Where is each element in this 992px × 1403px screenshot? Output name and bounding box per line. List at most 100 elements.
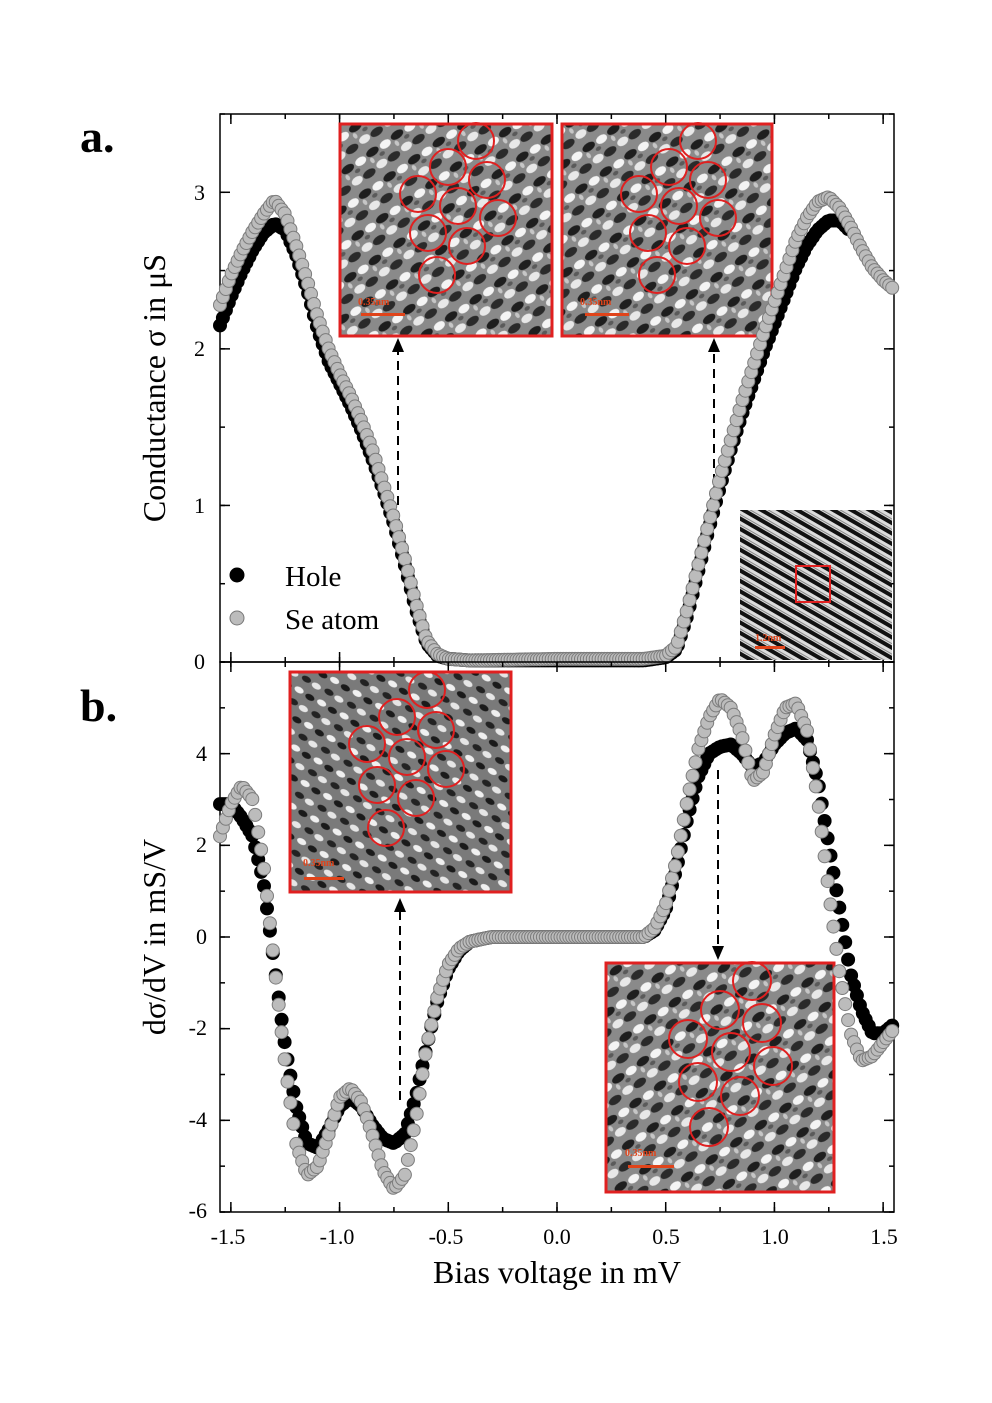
data-point-se-atom — [700, 522, 715, 536]
data-point-se-atom — [885, 1024, 900, 1038]
data-point-se-atom — [820, 874, 835, 889]
data-point-se-atom — [805, 760, 820, 775]
data-point-se-atom — [706, 498, 721, 513]
plot-b-xtick-labels: -1.5 -1.0 -0.5 0.0 0.5 1.0 1.5 — [211, 1224, 898, 1249]
data-point-hole — [841, 952, 856, 967]
data-point-se-atom — [832, 964, 847, 979]
data-point-se-atom — [412, 1086, 427, 1101]
data-point-se-atom — [421, 1031, 436, 1046]
data-point-se-atom — [814, 824, 829, 839]
data-point-se-atom — [826, 919, 841, 934]
data-point-se-atom — [248, 807, 263, 822]
arrow-b-right — [712, 770, 724, 960]
data-point-se-atom — [265, 943, 280, 958]
data-point-se-atom — [268, 970, 283, 985]
panel-b: b. -6 -4 -2 0 2 4 -1.5 -1.0 -0.5 0.0 0.5… — [80, 661, 900, 1290]
data-point-se-atom — [257, 861, 271, 876]
b-xtick-label: 0.5 — [652, 1224, 680, 1249]
data-point-se-atom — [659, 896, 674, 911]
data-point-se-atom — [841, 1013, 856, 1028]
data-point-se-atom — [823, 897, 838, 912]
data-point-hole — [829, 883, 844, 898]
data-point-se-atom — [803, 742, 817, 757]
legend-marker-hole — [229, 567, 245, 583]
data-point-se-atom — [283, 1095, 298, 1110]
b-xtick-label: 1.0 — [761, 1224, 789, 1249]
b-ytick-label: -4 — [189, 1107, 207, 1132]
legend: Hole Se atom — [229, 561, 380, 636]
plot-b-data — [213, 693, 900, 1195]
data-point-se-atom — [251, 825, 266, 840]
data-point-se-atom — [741, 755, 756, 770]
b-y-axis-title: dσ/dV in mS/V — [136, 839, 172, 1035]
a-ytick-label: 1 — [194, 493, 205, 518]
panel-a-letter: a. — [80, 111, 115, 162]
data-point-se-atom — [694, 545, 709, 560]
legend-label-hole: Hole — [285, 561, 341, 593]
data-point-se-atom — [688, 755, 703, 770]
data-point-se-atom — [682, 593, 697, 607]
data-point-se-atom — [691, 557, 706, 572]
data-point-se-atom — [738, 743, 753, 758]
data-point-se-atom — [415, 1067, 430, 1082]
data-point-se-atom — [662, 883, 677, 898]
data-point-se-atom — [682, 782, 697, 797]
inset-scale-label: 0.35nm — [625, 1148, 657, 1159]
data-point-se-atom — [835, 981, 850, 995]
data-point-se-atom — [838, 997, 853, 1012]
b-xtick-label: 1.5 — [870, 1224, 898, 1249]
data-point-se-atom — [427, 1004, 442, 1019]
data-point-se-atom — [400, 1152, 415, 1167]
data-point-se-atom — [406, 1123, 421, 1138]
arrow-a-right — [708, 338, 720, 528]
data-point-se-atom — [418, 1047, 433, 1062]
inset-overview-scale-label: 1.2nm — [755, 633, 782, 644]
data-point-se-atom — [829, 941, 844, 956]
arrow-b-left — [394, 898, 406, 1100]
data-point-se-atom — [688, 569, 703, 584]
data-point-se-atom — [703, 510, 718, 525]
data-point-se-atom — [245, 792, 260, 807]
data-point-se-atom — [800, 723, 814, 738]
data-point-se-atom — [735, 731, 750, 746]
data-point-se-atom — [676, 812, 691, 827]
data-point-hole — [274, 1012, 289, 1027]
data-point-hole — [260, 901, 274, 916]
b-xtick-label: -1.0 — [320, 1224, 355, 1249]
data-point-se-atom — [668, 859, 682, 873]
data-point-se-atom — [679, 796, 694, 811]
data-point-se-atom — [254, 842, 269, 857]
inset-scale-label: 0.35nm — [580, 297, 612, 308]
data-point-se-atom — [811, 799, 826, 814]
b-xtick-label: -0.5 — [429, 1224, 464, 1249]
plot-a-ytick-labels: 0 1 2 3 — [194, 180, 205, 674]
data-point-se-atom — [400, 563, 415, 578]
data-point-se-atom — [670, 844, 685, 859]
panel-b-letter: b. — [80, 680, 117, 731]
data-point-se-atom — [277, 1052, 292, 1067]
data-point-se-atom — [679, 604, 694, 619]
b-ytick-label: 2 — [196, 832, 207, 857]
inset-a-left: 0.35nm — [338, 122, 554, 338]
b-ytick-label: 0 — [196, 924, 207, 949]
legend-marker-se — [229, 610, 245, 626]
data-point-se-atom — [271, 997, 286, 1012]
data-point-se-atom — [262, 916, 277, 931]
inset-b-left: 0.35nm — [288, 670, 513, 894]
data-point-se-atom — [424, 1017, 439, 1032]
data-point-se-atom — [685, 768, 700, 783]
data-point-se-atom — [673, 828, 688, 843]
data-point-se-atom — [885, 280, 900, 295]
data-point-se-atom — [685, 581, 700, 596]
data-point-se-atom — [665, 871, 679, 886]
data-point-se-atom — [403, 1138, 418, 1153]
inset-scale-label: 0.35nm — [358, 297, 390, 308]
data-point-se-atom — [697, 533, 712, 548]
data-point-se-atom — [403, 575, 418, 590]
a-ytick-label: 0 — [194, 649, 205, 674]
a-y-axis-title: Conductance σ in μS — [136, 254, 172, 522]
data-point-se-atom — [709, 486, 723, 501]
data-point-se-atom — [280, 1074, 295, 1089]
data-point-se-atom — [397, 552, 412, 567]
legend-label-se: Se atom — [285, 604, 380, 636]
